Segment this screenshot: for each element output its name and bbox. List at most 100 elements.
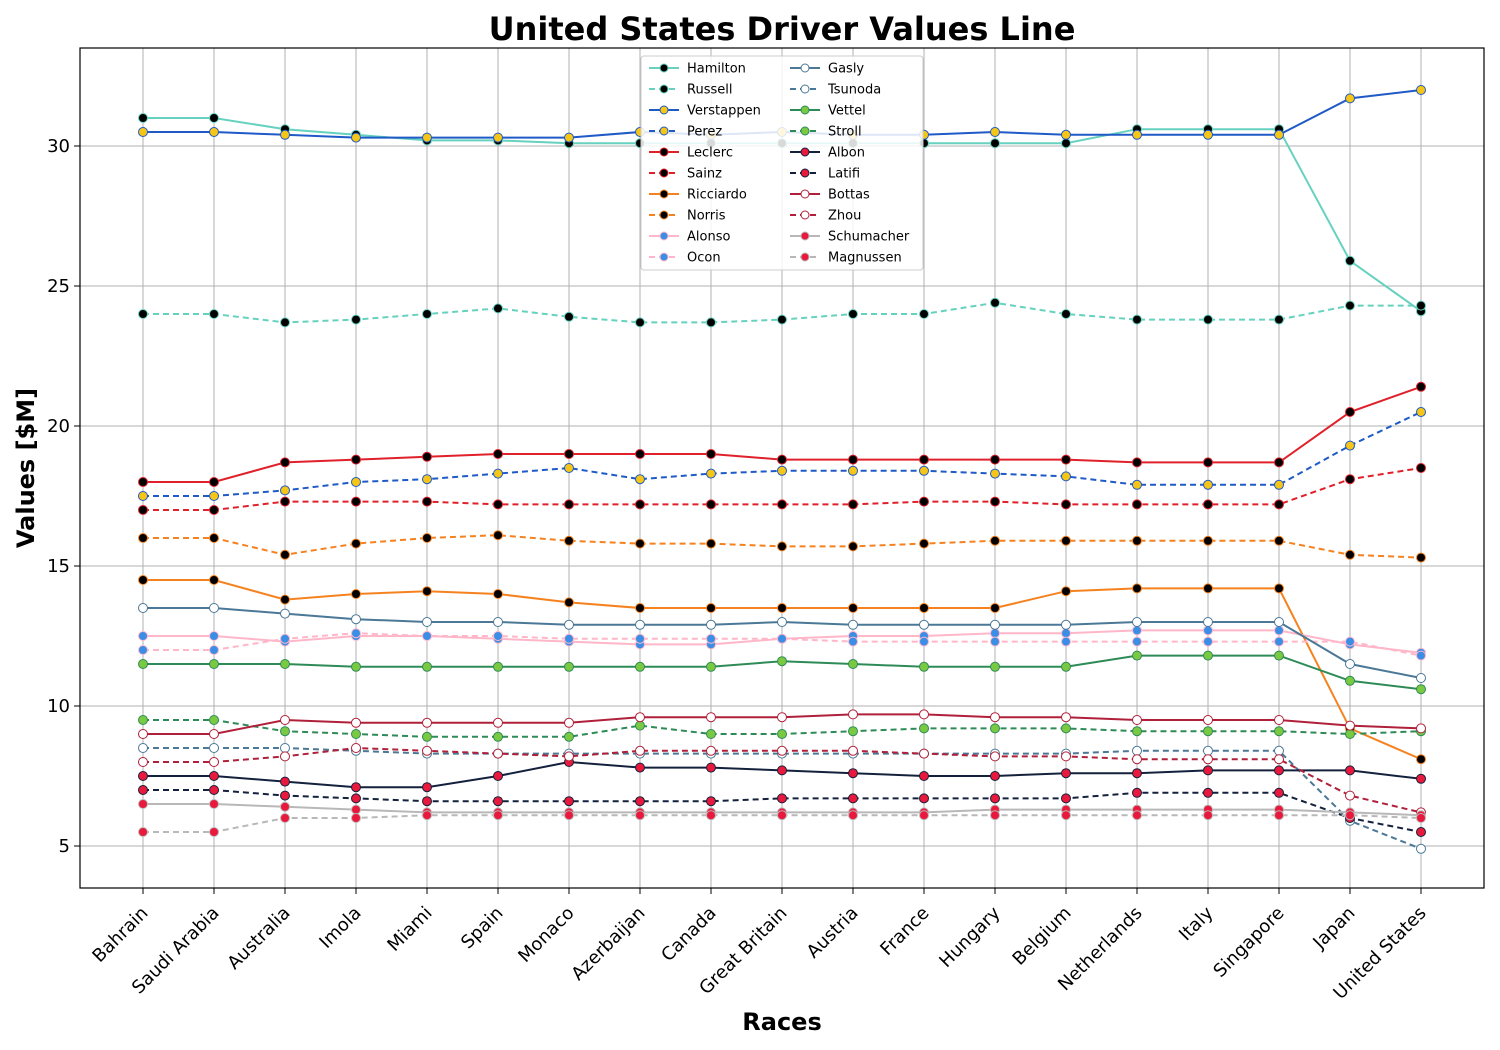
legend-item: Ocon	[649, 251, 721, 266]
legend-marker	[659, 189, 669, 199]
data-point-sainz	[990, 496, 1000, 507]
data-point-latifi	[1061, 793, 1071, 804]
data-point-latifi	[138, 785, 148, 795]
data-point-perez	[777, 465, 787, 476]
data-point-latifi	[777, 793, 787, 804]
data-point-gasly	[1203, 617, 1213, 627]
data-point-vettel	[848, 659, 858, 669]
data-point-vettel	[351, 661, 361, 672]
data-point-stroll	[138, 715, 148, 725]
data-point-bottas	[1274, 715, 1284, 725]
data-point-sainz	[635, 499, 645, 510]
data-point-albon	[1132, 768, 1142, 779]
data-point-ricciardo	[919, 603, 929, 613]
data-point-russell	[706, 317, 716, 328]
data-point-leclerc	[706, 449, 716, 459]
legend-label: Schumacher	[828, 230, 910, 245]
data-point-gasly	[848, 619, 858, 630]
data-point-albon	[1345, 765, 1355, 776]
data-point-zhou	[990, 751, 1000, 762]
data-point-stroll	[280, 726, 290, 737]
data-point-zhou	[1274, 754, 1284, 765]
data-point-verstappen	[1061, 129, 1071, 140]
data-point-ricciardo	[990, 603, 1000, 613]
data-point-perez	[990, 468, 1000, 479]
data-point-latifi	[493, 796, 503, 807]
data-point-leclerc	[848, 454, 858, 465]
data-point-gasly	[1345, 659, 1355, 669]
series-perez	[138, 407, 1426, 501]
legend-item: Gasly	[790, 62, 864, 77]
data-point-gasly	[280, 608, 290, 619]
data-point-ricciardo	[1132, 583, 1142, 594]
data-point-bottas	[1345, 720, 1355, 731]
data-point-latifi	[564, 796, 574, 807]
data-point-hamilton	[1345, 255, 1355, 266]
data-point-gasly	[493, 617, 503, 627]
legend-label: Russell	[687, 83, 732, 98]
data-point-stroll	[1345, 729, 1355, 739]
data-point-verstappen	[351, 132, 361, 143]
legend-box	[640, 55, 924, 271]
data-point-ricciardo	[564, 597, 574, 608]
legend-marker	[800, 84, 810, 94]
y-tick-label: 30	[47, 136, 70, 157]
data-point-verstappen	[422, 132, 432, 143]
data-point-sainz	[848, 499, 858, 510]
data-point-magnussen	[777, 810, 787, 821]
legend-item: Latifi	[790, 167, 860, 182]
data-point-vettel	[990, 661, 1000, 672]
data-point-ricciardo	[635, 603, 645, 613]
legend-label: Tsunoda	[827, 83, 881, 98]
legend-marker	[800, 105, 810, 115]
legend-item: Magnussen	[790, 251, 902, 266]
data-point-magnussen	[1061, 810, 1071, 821]
data-point-leclerc	[777, 454, 787, 465]
series-bottas	[138, 709, 1426, 739]
series-magnussen	[138, 810, 1426, 837]
data-point-ocon	[564, 633, 574, 644]
data-point-gasly	[777, 617, 787, 627]
data-point-ricciardo	[493, 589, 503, 599]
data-point-albon	[138, 771, 148, 781]
data-point-ocon	[1345, 636, 1355, 647]
data-point-norris	[1203, 535, 1213, 546]
legend-label: Ricciardo	[687, 188, 747, 203]
data-point-verstappen	[1274, 129, 1284, 140]
data-point-alonso	[1061, 628, 1071, 639]
data-point-tsunoda	[138, 743, 148, 753]
data-point-zhou	[564, 751, 574, 762]
data-point-schumacher	[209, 799, 219, 809]
data-point-alonso	[138, 631, 148, 641]
legend-label: Vettel	[828, 104, 866, 119]
data-point-gasly	[706, 619, 716, 630]
legend-item: Zhou	[790, 209, 861, 224]
series-stroll	[138, 715, 1426, 742]
data-point-norris	[209, 533, 219, 543]
data-point-latifi	[1132, 787, 1142, 798]
data-point-vettel	[564, 661, 574, 672]
data-point-albon	[1274, 765, 1284, 776]
y-tick-label: 25	[47, 276, 70, 297]
legend-marker	[800, 210, 810, 220]
data-point-norris	[493, 530, 503, 541]
data-point-zhou	[1132, 754, 1142, 765]
legend-label: Leclerc	[687, 146, 733, 161]
legend-item: Leclerc	[649, 146, 733, 161]
data-point-norris	[280, 549, 290, 560]
data-point-vettel	[1416, 684, 1426, 695]
data-point-perez	[1203, 479, 1213, 490]
data-point-latifi	[1416, 827, 1426, 837]
data-point-zhou	[706, 745, 716, 756]
data-point-albon	[848, 768, 858, 779]
data-point-magnussen	[1345, 810, 1355, 821]
data-point-perez	[1345, 440, 1355, 451]
data-point-magnussen	[493, 810, 503, 821]
data-point-verstappen	[1345, 93, 1355, 104]
data-point-alonso	[990, 628, 1000, 639]
data-point-bottas	[777, 712, 787, 723]
data-point-albon	[706, 762, 716, 773]
data-point-verstappen	[1416, 85, 1426, 95]
legend-marker	[659, 105, 669, 115]
